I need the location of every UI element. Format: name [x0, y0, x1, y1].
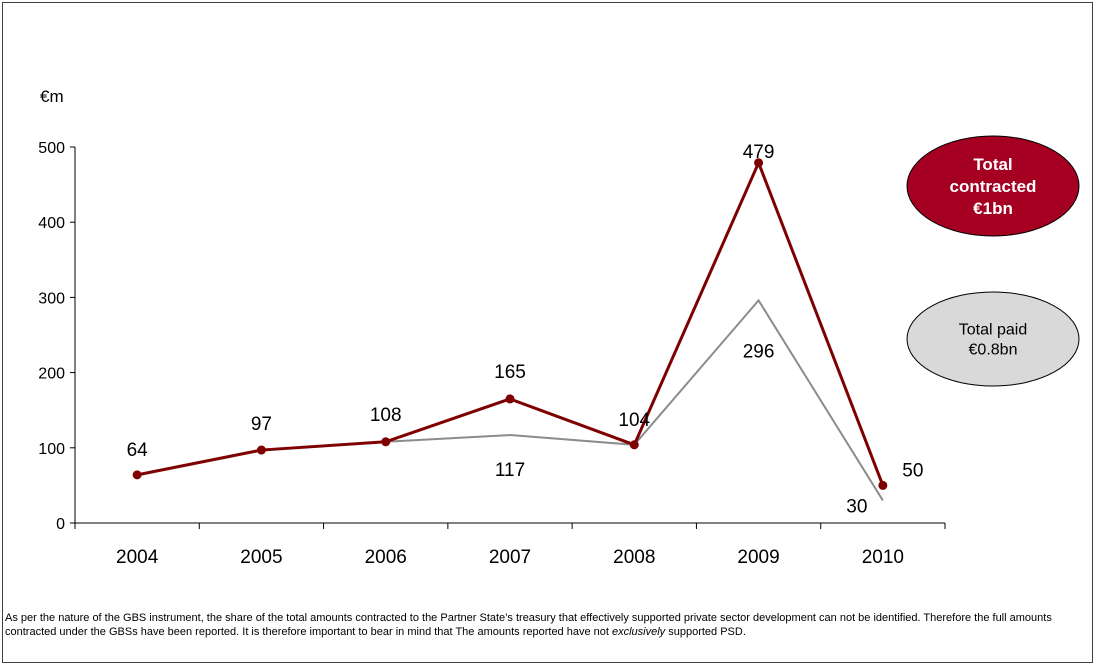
data-label-contracted: 479 [743, 142, 775, 163]
data-label-contracted: 108 [370, 405, 402, 426]
y-tick-label: 100 [38, 441, 65, 458]
data-label-paid: 296 [743, 341, 775, 362]
y-tick-label: 300 [38, 290, 65, 307]
y-axis-label: €m [40, 87, 64, 106]
y-tick-label: 500 [38, 140, 65, 157]
x-tick-label: 2006 [365, 547, 407, 568]
data-point-contracted [629, 440, 639, 450]
callout-text-paid: Total paid [959, 322, 1028, 339]
data-labels: 64 97 108 165 104 479 50 117 296 30 [127, 142, 924, 518]
y-tick-label: 400 [38, 215, 65, 232]
callout-paid [906, 291, 1080, 387]
y-tick-label: 200 [38, 366, 65, 383]
data-label-contracted: 50 [902, 460, 923, 481]
callouts: Total contracted €1bn Total paid €0.8bn [906, 135, 1080, 387]
x-tick-label: 2010 [862, 547, 904, 568]
y-tick-label: 0 [56, 516, 65, 533]
callout-contracted [906, 135, 1080, 237]
callout-text-contracted: Total [973, 155, 1012, 174]
callout-text-contracted: €1bn [973, 199, 1013, 218]
data-point-contracted [132, 470, 142, 480]
footnote: As per the nature of the GBS instrument,… [5, 611, 1090, 639]
data-label-paid: 30 [846, 496, 867, 517]
x-tick-label: 2007 [489, 547, 531, 568]
data-point-contracted [754, 158, 764, 168]
footnote-emphasis: exclusively [612, 626, 666, 638]
footnote-text: As per the nature of the GBS instrument,… [5, 612, 1052, 638]
data-point-contracted [256, 445, 266, 455]
callout-text-contracted: contracted [950, 177, 1037, 196]
x-tick-label: 2005 [240, 547, 282, 568]
data-label-contracted: 104 [618, 410, 650, 431]
data-point-contracted [381, 437, 391, 447]
series-line-contracted [136, 158, 885, 486]
data-label-contracted: 64 [127, 440, 149, 461]
data-label-contracted: 165 [494, 362, 526, 383]
data-point-contracted [878, 480, 888, 490]
footnote-text-end: supported PSD. [665, 626, 746, 638]
data-label-contracted: 97 [251, 414, 272, 435]
x-tick-label: 2009 [737, 547, 779, 568]
x-tick-label: 2004 [116, 547, 159, 568]
x-tick-label: 2008 [613, 547, 655, 568]
axes: 0 100 200 300 400 500 2004 2005 2006 2007 2008 2009… [38, 140, 946, 568]
data-point-contracted [505, 394, 515, 404]
callout-text-paid: €0.8bn [969, 342, 1018, 359]
data-label-paid: 117 [495, 460, 525, 481]
series-layer [132, 158, 888, 501]
